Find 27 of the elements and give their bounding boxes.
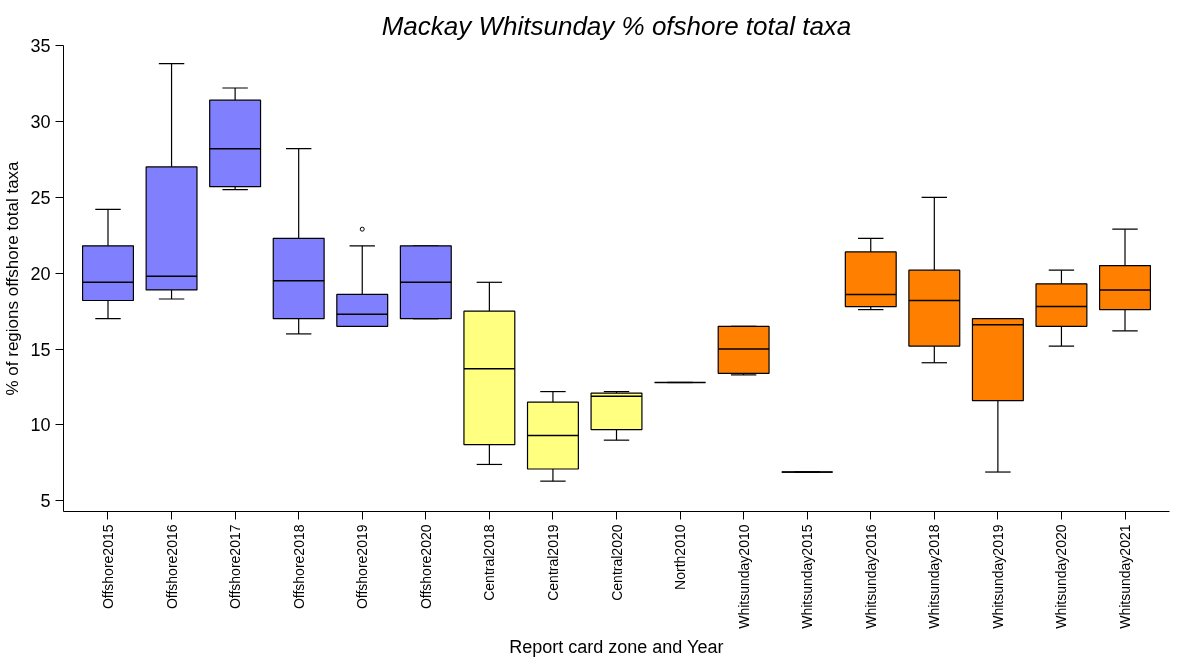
x-tick-label: Offshore2018 — [290, 524, 307, 610]
y-tick-label: 20 — [30, 263, 51, 284]
x-tick-label: Whitsunday2016 — [862, 524, 879, 629]
x-tick-label: Offshore2015 — [99, 524, 116, 610]
x-tick-label: Offshore2019 — [354, 524, 371, 610]
x-axis-title: Report card zone and Year — [509, 636, 724, 657]
x-tick-label: Central2019 — [544, 524, 561, 601]
x-tick-label: Whitsunday2020 — [1053, 524, 1070, 629]
x-tick-label: Offshore2017 — [227, 524, 244, 610]
x-tick-label: Whitsunday2019 — [989, 524, 1006, 629]
y-axis-title: % of regions offshore total taxa — [3, 160, 23, 396]
y-tick-label: 35 — [30, 36, 51, 56]
y-tick-label: 10 — [30, 415, 51, 436]
y-tick-label: 25 — [30, 187, 51, 208]
x-tick-label: Whitsunday2021 — [1117, 524, 1134, 629]
y-tick-label: 5 — [40, 491, 51, 512]
x-tick-label: Offshore2016 — [163, 524, 180, 610]
x-tick-label: North2010 — [672, 524, 689, 590]
x-tick-label: Whitsunday2015 — [799, 524, 816, 629]
chart-title: Mackay Whitsunday % ofshore total taxa — [381, 10, 852, 41]
x-tick-label: Whitsunday2010 — [735, 524, 752, 629]
x-tick-label: Central2018 — [481, 524, 498, 601]
x-tick-label: Whitsunday2018 — [926, 524, 943, 629]
y-tick-label: 30 — [30, 111, 51, 132]
x-tick-label: Offshore2020 — [417, 524, 434, 610]
y-tick-label: 15 — [30, 339, 51, 360]
x-tick-label: Central2020 — [608, 524, 625, 601]
